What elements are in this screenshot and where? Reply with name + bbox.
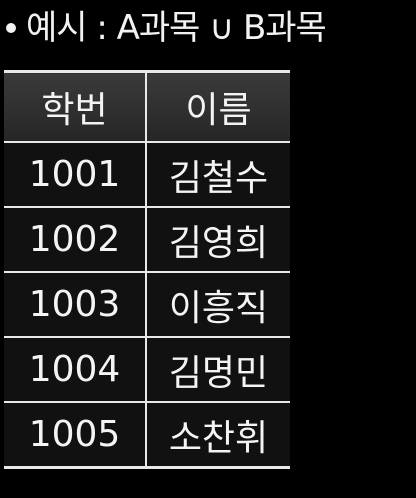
table-row: 1004 김명민	[4, 336, 290, 403]
student-id-cell: 1002	[4, 206, 147, 273]
table-row: 1003 이흥직	[4, 271, 290, 338]
student-id-cell: 1004	[4, 336, 147, 403]
name-cell: 김철수	[145, 141, 290, 208]
student-id-cell: 1005	[4, 401, 147, 469]
column-header-name: 이름	[145, 70, 290, 143]
result-table: 학번 이름 1001 김철수 1002 김영희 1003 이흥직 1004 김명…	[4, 70, 290, 469]
name-cell: 소찬휘	[145, 401, 290, 469]
bullet-icon	[6, 23, 16, 33]
name-cell: 김영희	[145, 206, 290, 273]
student-id-cell: 1003	[4, 271, 147, 338]
example-heading: 예시 : A과목 ∪ B과목	[6, 6, 327, 50]
table-row: 1001 김철수	[4, 141, 290, 208]
name-cell: 이흥직	[145, 271, 290, 338]
name-cell: 김명민	[145, 336, 290, 403]
heading-text: 예시 : A과목 ∪ B과목	[26, 8, 327, 48]
table-row: 1005 소찬휘	[4, 401, 290, 469]
student-id-cell: 1001	[4, 141, 147, 208]
column-header-student-id: 학번	[4, 70, 147, 143]
table-row: 1002 김영희	[4, 206, 290, 273]
result-table-container: 학번 이름 1001 김철수 1002 김영희 1003 이흥직 1004 김명…	[4, 70, 290, 469]
table-header-row: 학번 이름	[4, 70, 290, 143]
